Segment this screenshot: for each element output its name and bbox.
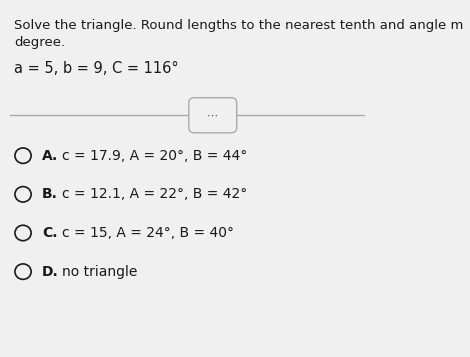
Text: c = 12.1, A = 22°, B = 42°: c = 12.1, A = 22°, B = 42° — [62, 187, 247, 201]
Text: ⋯: ⋯ — [207, 110, 219, 120]
Text: D.: D. — [42, 265, 59, 278]
Text: c = 15, A = 24°, B = 40°: c = 15, A = 24°, B = 40° — [62, 226, 234, 240]
Text: a = 5, b = 9, C = 116°: a = 5, b = 9, C = 116° — [14, 61, 179, 76]
FancyBboxPatch shape — [189, 98, 237, 133]
Text: C.: C. — [42, 226, 58, 240]
Text: degree.: degree. — [14, 36, 65, 49]
Text: A.: A. — [42, 149, 58, 163]
Text: B.: B. — [42, 187, 58, 201]
Text: c = 17.9, A = 20°, B = 44°: c = 17.9, A = 20°, B = 44° — [62, 149, 247, 163]
Text: no triangle: no triangle — [62, 265, 137, 278]
Text: Solve the triangle. Round lengths to the nearest tenth and angle m: Solve the triangle. Round lengths to the… — [14, 19, 463, 31]
